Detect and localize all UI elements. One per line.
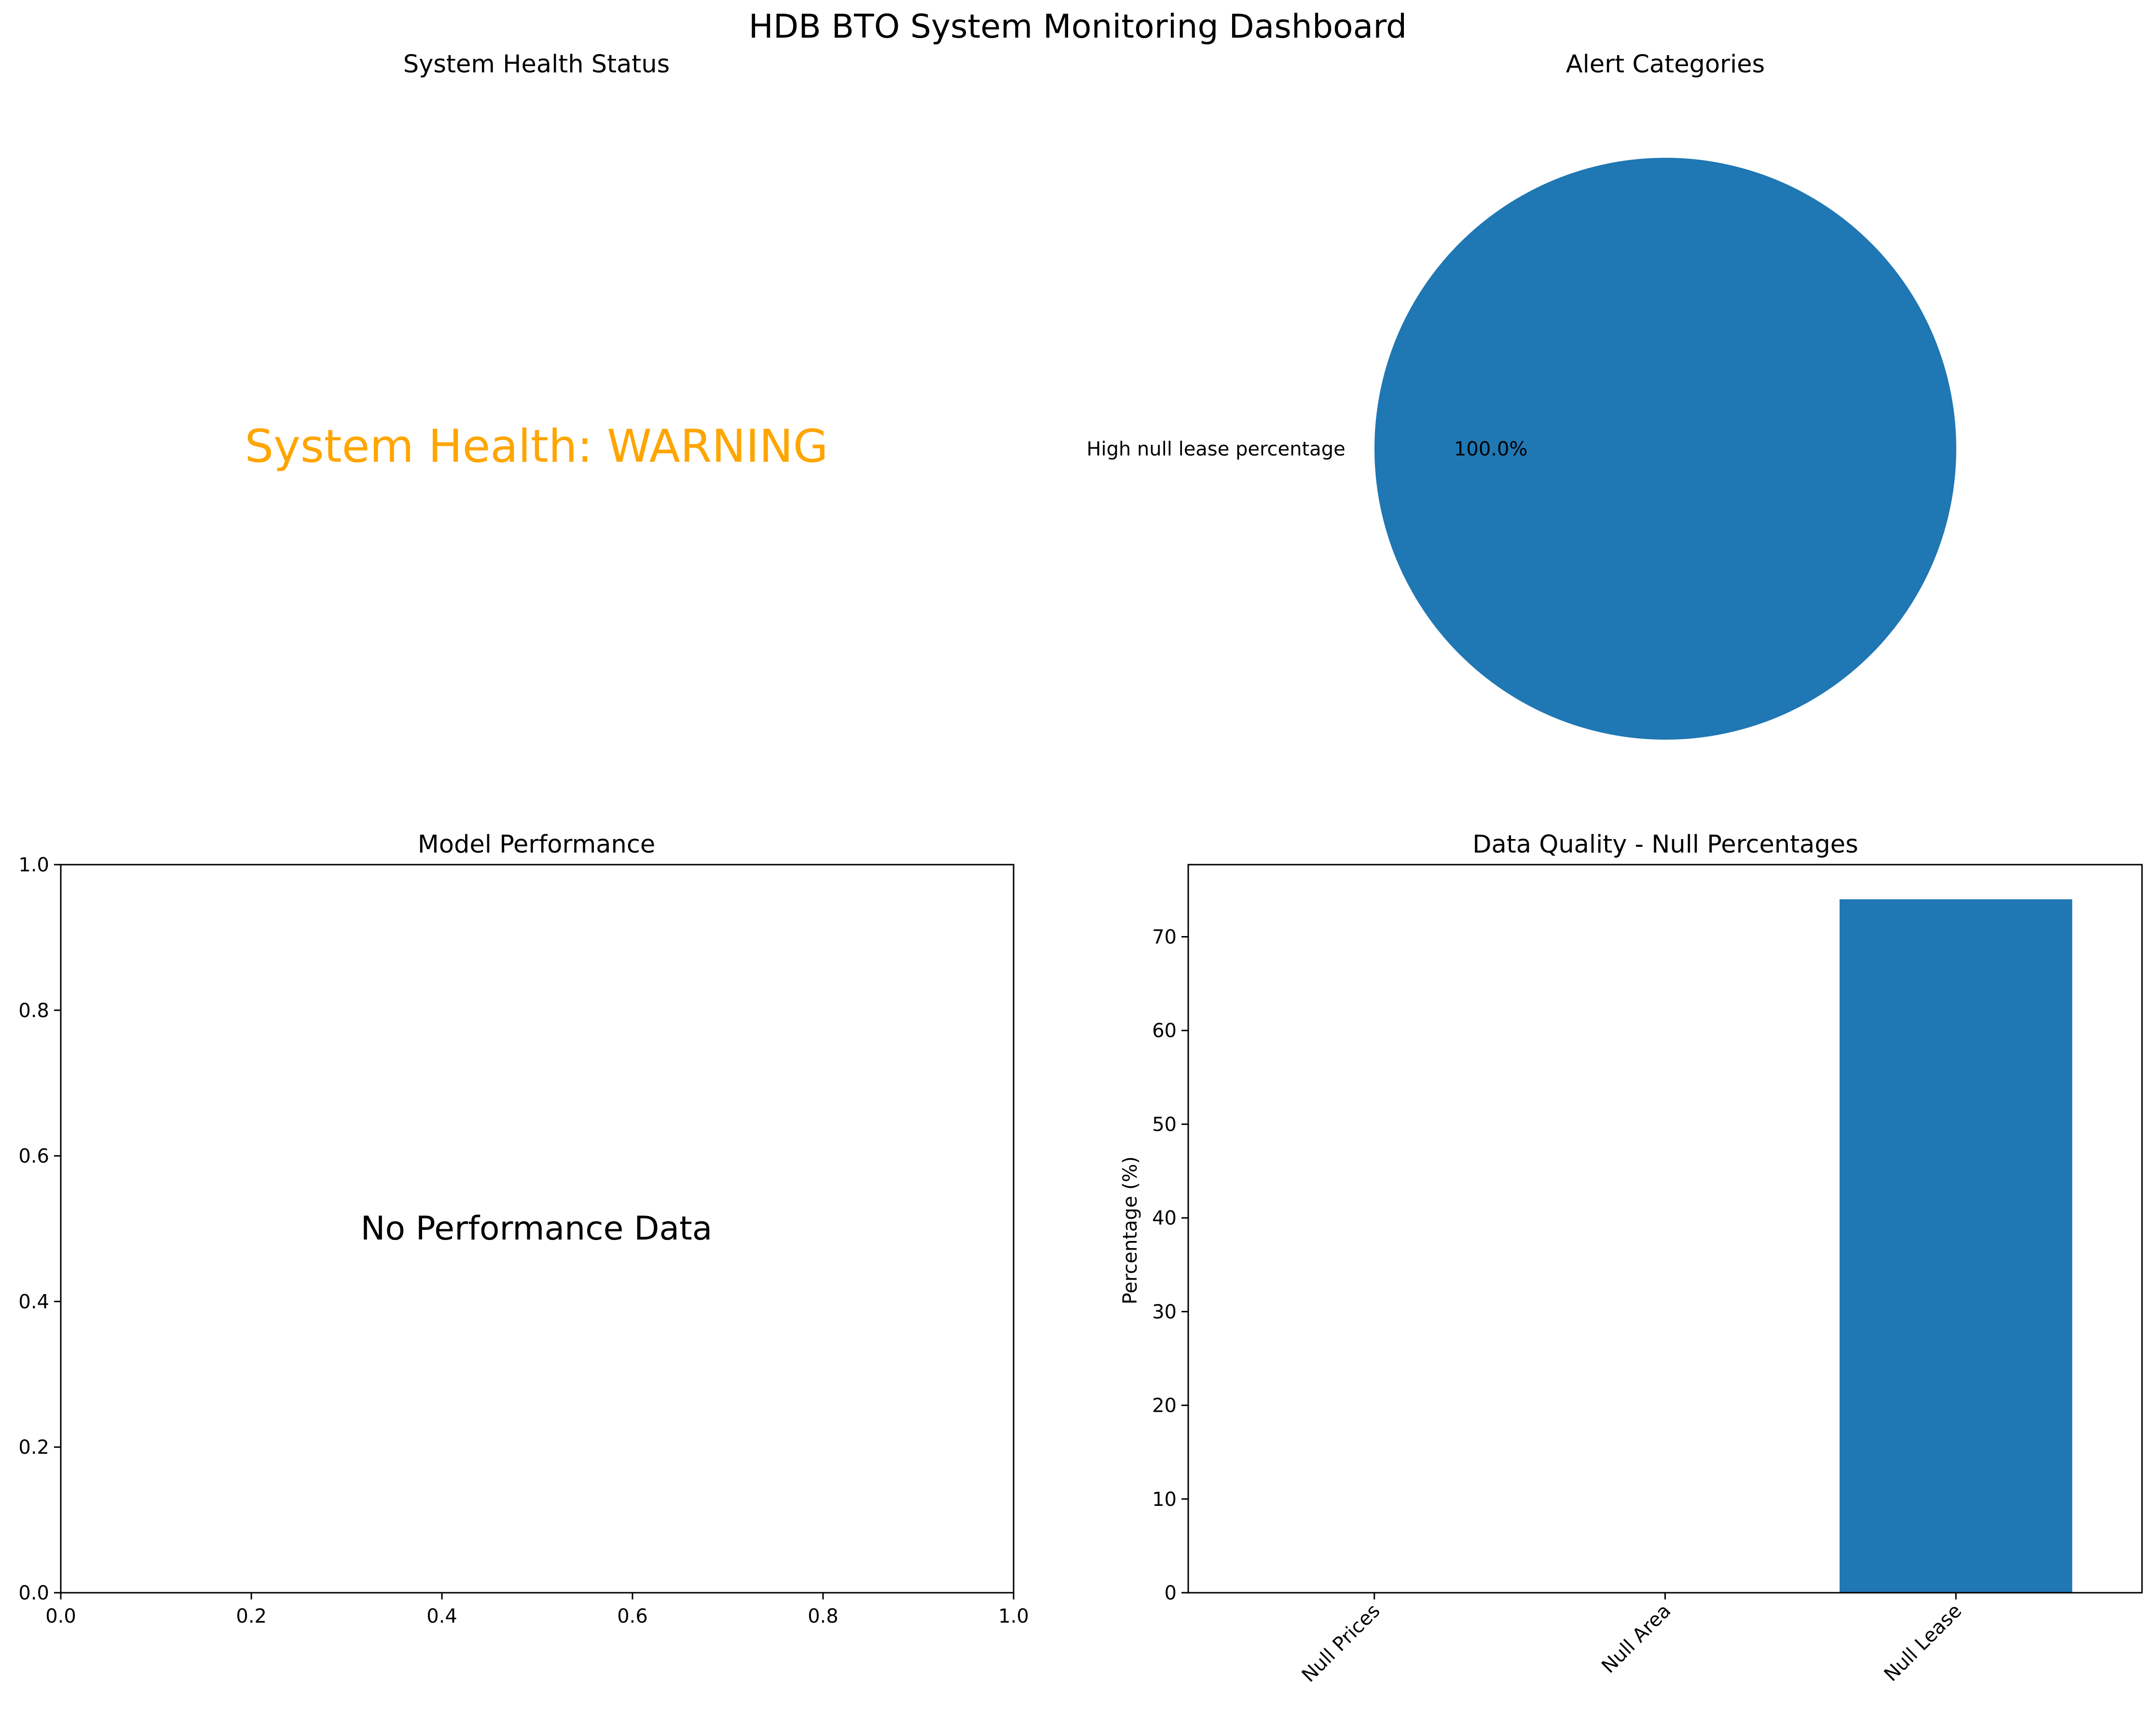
model-performance-panel: Model Performance No Performance Data 0.…	[18, 830, 1029, 1627]
pie-slice-percentage: 100.0%	[1454, 438, 1528, 460]
bar-y-tick-label: 0	[1165, 1582, 1177, 1604]
model-y-tick-label: 0.0	[18, 1582, 49, 1604]
model-x-tick-label: 0.2	[236, 1605, 267, 1627]
model-y-tick-label: 0.6	[18, 1145, 49, 1168]
pie-slice-label: High null lease percentage	[1086, 438, 1345, 460]
health-panel-title: System Health Status	[403, 50, 670, 79]
model-y-tick-label: 0.2	[18, 1436, 49, 1459]
model-y-tick-label: 0.8	[18, 1000, 49, 1022]
alert-categories-panel: Alert Categories High null lease percent…	[1086, 50, 1956, 740]
model-x-tick-label: 0.6	[617, 1605, 648, 1627]
bar-y-tick-label: 10	[1152, 1488, 1177, 1511]
alert-categories-title: Alert Categories	[1566, 50, 1765, 79]
model-axes-frame	[60, 864, 1015, 1594]
bar-y-tick-label: 70	[1152, 926, 1177, 949]
model-x-tick-label: 0.0	[45, 1605, 76, 1627]
model-x-tick-label: 0.4	[426, 1605, 457, 1627]
model-x-tick-label: 0.8	[808, 1605, 838, 1627]
bar-y-tick-label: 30	[1152, 1301, 1177, 1323]
pie-slice	[1374, 158, 1956, 740]
bar-y-tick-label: 60	[1152, 1020, 1177, 1042]
y-axis-label: Percentage (%)	[1119, 1157, 1141, 1305]
model-y-tick-label: 0.4	[18, 1291, 49, 1313]
data-quality-title: Data Quality - Null Percentages	[1472, 830, 1858, 859]
model-x-tick-label: 1.0	[998, 1605, 1029, 1627]
health-status-text: System Health: WARNING	[245, 420, 828, 473]
bar-y-tick-label: 40	[1152, 1207, 1177, 1229]
model-y-tick-label: 1.0	[18, 854, 49, 876]
bar-y-tick-label: 20	[1152, 1395, 1177, 1417]
bar-y-tick-label: 50	[1152, 1114, 1177, 1136]
no-performance-data-text: No Performance Data	[361, 1210, 713, 1248]
dashboard-title: HDB BTO System Monitoring Dashboard	[749, 8, 1407, 46]
bar	[1840, 899, 2073, 1593]
health-panel: System Health Status System Health: WARN…	[245, 50, 828, 473]
model-performance-title: Model Performance	[418, 830, 656, 859]
